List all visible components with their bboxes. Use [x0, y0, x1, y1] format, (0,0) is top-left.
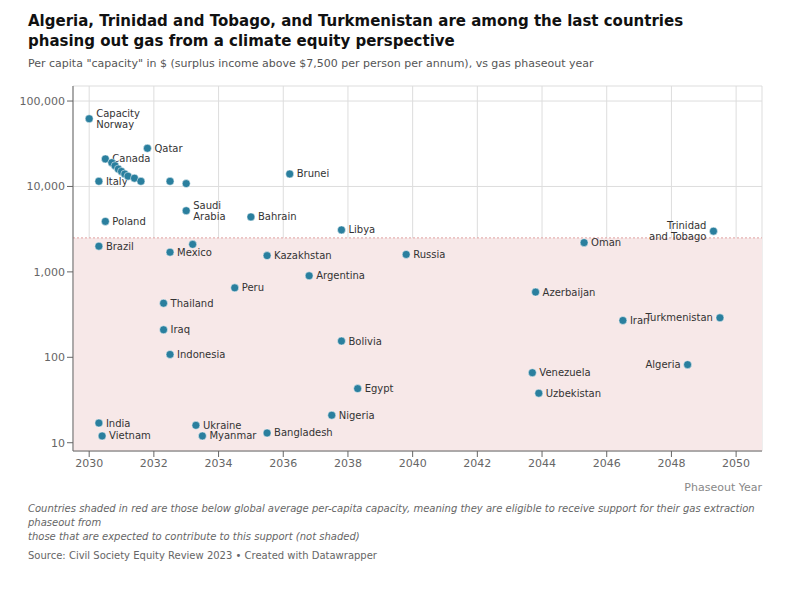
- svg-text:Azerbaijan: Azerbaijan: [543, 287, 596, 298]
- svg-text:Egypt: Egypt: [365, 383, 394, 394]
- svg-text:2044: 2044: [528, 457, 556, 470]
- svg-text:100: 100: [44, 351, 65, 364]
- svg-text:Trinidadand Tobago: Trinidadand Tobago: [649, 220, 706, 242]
- html-text:Source: Civil Society Equity R: Source: Civil Society Equity Review 2023…: [28, 550, 377, 561]
- svg-text:2048: 2048: [657, 457, 685, 470]
- svg-text:Nigeria: Nigeria: [339, 410, 375, 421]
- svg-text:100,000: 100,000: [20, 95, 66, 108]
- svg-text:Uzbekistan: Uzbekistan: [546, 388, 601, 399]
- svg-text:10: 10: [51, 437, 65, 450]
- svg-text:1,000: 1,000: [34, 266, 66, 279]
- svg-text:2032: 2032: [140, 457, 168, 470]
- svg-text:2034: 2034: [205, 457, 233, 470]
- svg-text:CapacityNorway: CapacityNorway: [96, 108, 140, 130]
- svg-text:Italy: Italy: [105, 175, 128, 187]
- html-text:Countries shaded in red are th: Countries shaded in red are those below …: [28, 503, 755, 542]
- svg-text:2038: 2038: [334, 457, 362, 470]
- svg-text:Turkmenistan: Turkmenistan: [645, 312, 713, 323]
- svg-text:Bangladesh: Bangladesh: [274, 427, 333, 438]
- svg-text:Algeria: Algeria: [645, 359, 680, 370]
- svg-text:Ukraine: Ukraine: [203, 420, 242, 431]
- svg-text:Argentina: Argentina: [316, 270, 365, 281]
- svg-text:2040: 2040: [399, 457, 427, 470]
- svg-text:Mexico: Mexico: [177, 247, 212, 258]
- svg-text:SaudiArabia: SaudiArabia: [193, 200, 225, 222]
- svg-text:Libya: Libya: [348, 224, 375, 235]
- svg-text:10,000: 10,000: [27, 180, 66, 193]
- svg-text:Iran: Iran: [629, 315, 650, 326]
- svg-text:Vietnam: Vietnam: [109, 430, 151, 441]
- svg-text:India: India: [106, 418, 131, 429]
- svg-text:Poland: Poland: [112, 216, 145, 227]
- svg-text:Indonesia: Indonesia: [177, 349, 225, 360]
- svg-text:Thailand: Thailand: [170, 298, 214, 309]
- svg-text:Iraq: Iraq: [171, 324, 191, 335]
- svg-text:2050: 2050: [722, 457, 750, 470]
- svg-text:Kazakhstan: Kazakhstan: [274, 250, 332, 261]
- svg-text:2042: 2042: [463, 457, 491, 470]
- svg-text:Brunei: Brunei: [297, 168, 330, 179]
- svg-text:Canada: Canada: [112, 153, 151, 165]
- html-text:Algeria, Trinidad and Tobago,: Algeria, Trinidad and Tobago, and Turkme…: [28, 12, 684, 50]
- svg-text:Brazil: Brazil: [106, 241, 134, 252]
- svg-text:Myanmar: Myanmar: [209, 430, 257, 441]
- svg-text:Oman: Oman: [591, 237, 621, 248]
- svg-text:Russia: Russia: [413, 249, 445, 260]
- svg-text:2030: 2030: [75, 457, 103, 470]
- html-text:Per capita "capacity" in $ (su: Per capita "capacity" in $ (surplus inco…: [28, 57, 594, 70]
- svg-text:2036: 2036: [269, 457, 297, 470]
- svg-text:Bahrain: Bahrain: [258, 211, 297, 222]
- svg-text:Bolivia: Bolivia: [348, 336, 381, 347]
- svg-text:Venezuela: Venezuela: [539, 367, 590, 378]
- svg-text:Phaseout Year: Phaseout Year: [684, 481, 762, 494]
- svg-text:Peru: Peru: [242, 282, 264, 293]
- svg-text:Qatar: Qatar: [154, 143, 183, 154]
- svg-text:2046: 2046: [593, 457, 621, 470]
